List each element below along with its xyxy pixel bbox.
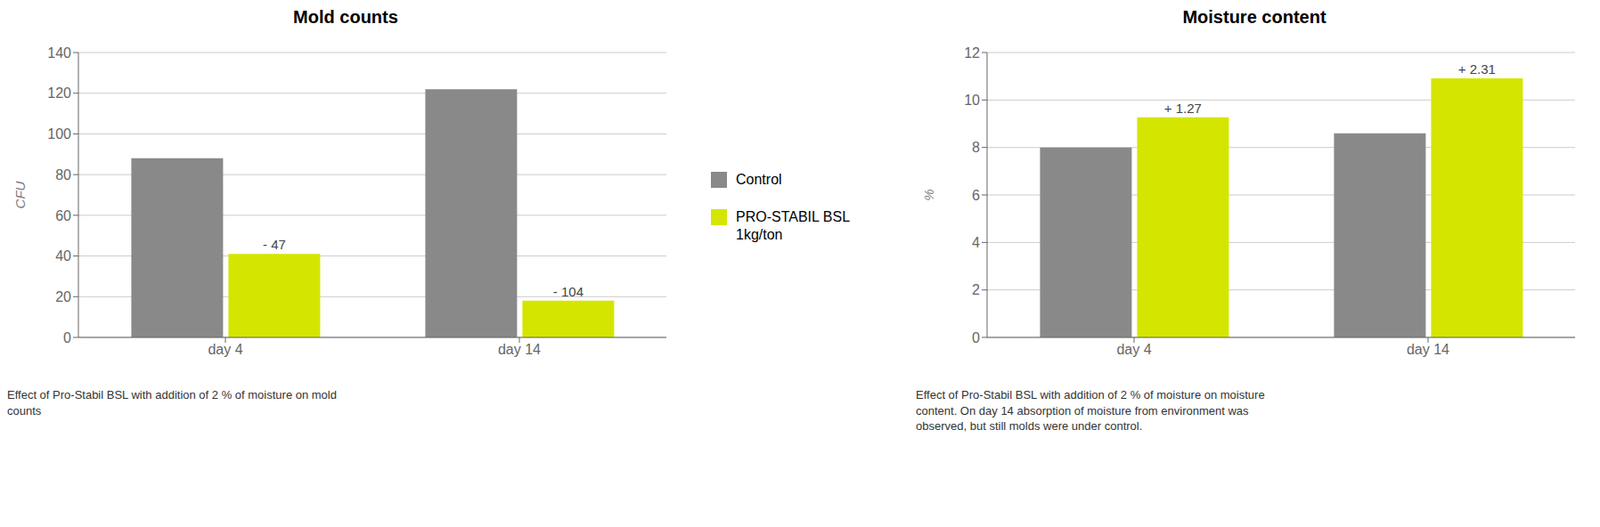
svg-text:day 14: day 14 (1406, 342, 1450, 358)
svg-text:0: 0 (971, 330, 980, 346)
svg-text:- 104: - 104 (553, 284, 584, 300)
svg-text:+ 1.27: + 1.27 (1164, 100, 1202, 116)
svg-text:60: 60 (55, 208, 72, 224)
svg-text:CFU: CFU (12, 180, 28, 209)
svg-text:0: 0 (63, 330, 72, 346)
svg-text:12: 12 (963, 45, 980, 61)
svg-text:6: 6 (971, 187, 980, 204)
html-text:Control: Control (735, 171, 782, 188)
svg-text:%: % (921, 188, 937, 201)
svg-text:day 4: day 4 (207, 342, 243, 358)
svg-text:140: 140 (47, 45, 72, 61)
svg-text:8: 8 (971, 139, 980, 156)
svg-text:+ 2.31: + 2.31 (1458, 61, 1496, 77)
svg-text:2: 2 (971, 282, 980, 298)
html-text:Mold counts: Mold counts (293, 7, 399, 27)
html-text:Effect of Pro-Stabil BSL with: Effect of Pro-Stabil BSL with addition o… (7, 388, 337, 418)
svg-text:120: 120 (47, 85, 72, 101)
svg-text:day 14: day 14 (497, 342, 541, 358)
svg-text:10: 10 (963, 92, 980, 108)
html-text:Moisture content: Moisture content (1182, 7, 1327, 27)
svg-text:20: 20 (55, 289, 72, 305)
html-text:Effect of Pro-Stabil BSL with: Effect of Pro-Stabil BSL with addition o… (915, 388, 1265, 434)
svg-text:day 4: day 4 (1116, 342, 1152, 358)
html-text:PRO-STABIL BSL 1kg/ton: PRO-STABIL BSL 1kg/ton (735, 209, 850, 243)
svg-text:80: 80 (55, 167, 72, 183)
svg-text:- 47: - 47 (262, 236, 286, 253)
svg-text:100: 100 (47, 126, 72, 142)
svg-text:40: 40 (55, 248, 72, 264)
svg-text:4: 4 (971, 235, 980, 251)
